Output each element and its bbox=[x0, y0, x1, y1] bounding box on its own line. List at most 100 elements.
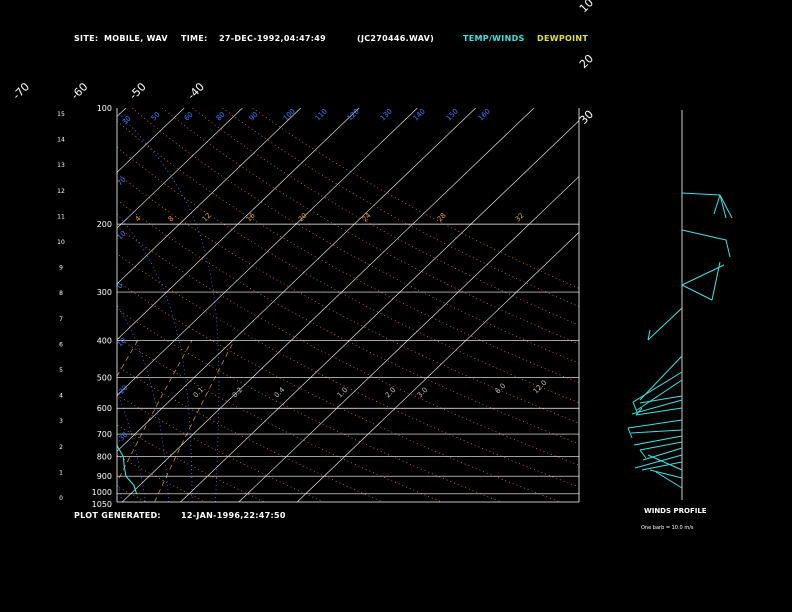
theta-label: 50 bbox=[150, 110, 162, 122]
wind-barb bbox=[681, 264, 725, 286]
dry-adiabat bbox=[117, 308, 502, 502]
wind-barb bbox=[639, 449, 647, 459]
pressure-tick-label: 100 bbox=[97, 104, 112, 113]
pressure-tick-label: 900 bbox=[97, 472, 112, 481]
isotherm bbox=[117, 108, 476, 452]
wind-barb bbox=[655, 471, 683, 489]
mixing-ratio-lines bbox=[117, 340, 235, 502]
height-tick-label: 3 bbox=[59, 418, 63, 425]
pressure-tick-label: 700 bbox=[97, 430, 112, 439]
dry-adiabat bbox=[117, 253, 579, 488]
wind-barb bbox=[681, 284, 713, 301]
wind-barb bbox=[647, 307, 683, 341]
mixing-ratio-line bbox=[154, 340, 235, 502]
pressure-tick-label: 1000 bbox=[92, 488, 112, 497]
wind-barb bbox=[681, 192, 721, 196]
pressure-tick-label: 1050 bbox=[92, 500, 112, 509]
height-tick-label: 15 bbox=[57, 111, 65, 118]
height-tick-label: 10 bbox=[57, 239, 65, 246]
theta-label-left: 10 bbox=[116, 229, 128, 241]
wind-barb bbox=[627, 419, 683, 429]
wind-barb bbox=[632, 371, 683, 403]
plot-frame bbox=[116, 108, 580, 503]
theta-label: 80 bbox=[215, 110, 227, 122]
height-tick-label: 1 bbox=[59, 469, 63, 476]
theta-label-left: 10 bbox=[116, 336, 128, 348]
mixing-ratio-line bbox=[117, 340, 193, 484]
pressure-tick-label: 300 bbox=[97, 288, 112, 297]
temp-legend: TEMP/WINDS bbox=[463, 34, 525, 43]
height-tick-label: 8 bbox=[59, 290, 63, 297]
wind-barb bbox=[631, 399, 683, 415]
height-tick-label: 12 bbox=[57, 188, 65, 195]
moist-adiabat bbox=[117, 391, 146, 502]
winds-profile bbox=[627, 110, 733, 500]
height-tick-label: 2 bbox=[59, 444, 63, 451]
isobars bbox=[117, 223, 579, 495]
height-tick-label: 5 bbox=[59, 367, 63, 374]
dry-adiabat bbox=[117, 172, 579, 424]
height-tick-label: 11 bbox=[57, 213, 65, 220]
wind-barb bbox=[635, 407, 683, 416]
wind-barb bbox=[642, 447, 683, 461]
generated-value: 12-JAN-1996,22:47:50 bbox=[181, 511, 286, 520]
dry-adiabat bbox=[117, 454, 206, 502]
isotherm bbox=[117, 108, 418, 396]
wind-barb bbox=[639, 355, 683, 401]
pressure-tick-label: 600 bbox=[97, 404, 112, 413]
pressure-tick-label: 200 bbox=[97, 220, 112, 229]
site-label: SITE: bbox=[74, 34, 98, 43]
time-value: 27-DEC-1992,04:47:49 bbox=[219, 34, 326, 43]
dry-adiabat bbox=[117, 336, 443, 502]
dry-adiabat bbox=[117, 280, 561, 502]
wind-barb bbox=[713, 194, 721, 215]
wind-barb bbox=[630, 429, 683, 434]
wind-barb bbox=[639, 395, 683, 404]
theta-e-label: 20 bbox=[297, 211, 309, 223]
wind-barb bbox=[641, 461, 683, 471]
dry-adiabat bbox=[117, 365, 383, 502]
pressure-tick-label: 800 bbox=[97, 452, 112, 461]
pressure-tick-label: 500 bbox=[97, 374, 112, 383]
wind-barb bbox=[649, 469, 683, 479]
theta-label-left: 70 bbox=[116, 175, 128, 187]
winds-title: WINDS PROFILE bbox=[644, 507, 707, 515]
isotherm bbox=[122, 108, 535, 502]
isotherms bbox=[117, 108, 579, 502]
isotherm bbox=[117, 108, 243, 229]
grid-labels: 30 50 60 80 90 100 110 120 130 140 150 1607010010-2… bbox=[116, 107, 549, 444]
temperature-line bbox=[117, 444, 138, 494]
wind-barb bbox=[647, 454, 683, 471]
height-tick-label: 14 bbox=[57, 137, 65, 144]
wind-barb bbox=[627, 427, 633, 439]
wind-barb bbox=[719, 194, 727, 219]
site-value: MOBILE, WAV bbox=[104, 34, 168, 43]
theta-e-label: 8 bbox=[167, 215, 176, 224]
theta-e-label: 4 bbox=[134, 214, 143, 223]
height-tick-label: 7 bbox=[59, 316, 63, 323]
moist-adiabats bbox=[117, 110, 220, 502]
theta-label-left: 0 bbox=[116, 282, 125, 291]
height-tick-label: 4 bbox=[59, 393, 63, 400]
time-label: TIME: bbox=[181, 34, 208, 43]
wind-barb bbox=[725, 239, 731, 258]
wind-barb bbox=[632, 401, 638, 413]
wind-barb bbox=[635, 407, 643, 416]
isotherm bbox=[180, 120, 579, 502]
theta-label: 30 bbox=[121, 114, 133, 126]
height-tick-label: 13 bbox=[57, 162, 65, 169]
height-tick-label: 6 bbox=[59, 341, 63, 348]
wind-barb bbox=[636, 379, 683, 411]
wind-barb bbox=[633, 435, 683, 446]
file-name: (JC270446.WAV) bbox=[357, 34, 434, 43]
theta-label: 60 bbox=[183, 110, 195, 122]
dewpoint-legend: DEWPOINT bbox=[537, 34, 588, 43]
height-tick-label: 9 bbox=[59, 265, 63, 272]
height-tick-label: 0 bbox=[59, 495, 63, 502]
wind-barb bbox=[634, 454, 683, 469]
wind-barb bbox=[639, 441, 683, 451]
generated-label: PLOT GENERATED: bbox=[74, 511, 161, 520]
theta-e-label: 28 bbox=[436, 211, 448, 223]
